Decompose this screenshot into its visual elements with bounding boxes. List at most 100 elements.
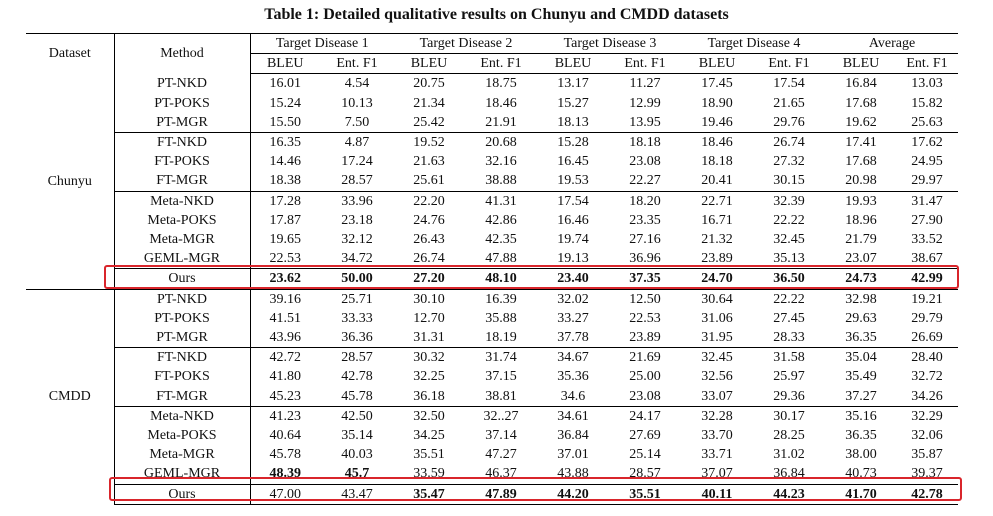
metric-value: 37.78	[557, 330, 589, 346]
metric-value: 37.14	[485, 428, 517, 444]
metric-value: 19.13	[557, 251, 589, 267]
metric-value: 4.54	[344, 76, 370, 92]
metric-value: 28.40	[896, 347, 958, 368]
metric-value: 21.32	[701, 232, 733, 248]
metric-value: 15.24	[249, 93, 320, 113]
metric-value: 35.47	[394, 483, 464, 505]
table-row: FT-POKS 14.46 17.24 21.63 32.16 16.45 23.08 18.…	[26, 152, 958, 172]
metric-value: 23.08	[629, 154, 661, 170]
metric-value: 18.96	[845, 212, 877, 228]
metric-header: Ent. F1	[752, 53, 826, 75]
metric-value: 36.35	[845, 330, 877, 346]
metric-value: 11.27	[629, 76, 661, 92]
metric-value: 19.93	[826, 190, 896, 211]
metric-value: 42.78	[896, 483, 958, 505]
metric-value: 16.46	[557, 212, 589, 228]
method-name: FT-MGR	[113, 171, 250, 192]
metric-value: 40.03	[341, 447, 373, 463]
metric-value: 26.43	[413, 232, 445, 248]
method-name: Meta-POKS	[113, 210, 250, 231]
metric-value: 25.63	[911, 114, 943, 130]
metric-value: 36.50	[752, 268, 826, 290]
metric-value: 29.63	[845, 310, 877, 326]
group-header: Target Disease 4	[682, 32, 826, 55]
metric-value: 15.27	[557, 95, 589, 111]
metric-value: 29.76	[773, 114, 805, 130]
metric-value: 33.71	[701, 447, 733, 463]
metric-value: 18.18	[608, 132, 682, 153]
metric-value: 34.67	[538, 347, 608, 368]
metric-value: 22.22	[773, 212, 805, 228]
table-row: PT-POKS 15.24 10.13 21.34 18.46 15.27 12.99 18.…	[26, 93, 958, 113]
metric-value: 31.58	[752, 347, 826, 368]
metric-value: 48.10	[464, 268, 538, 290]
method-name: FT-POKS	[113, 152, 250, 172]
table-row: Ours 47.00 43.47 35.47 47.89 44.20 35.51 40.11 4…	[26, 483, 958, 505]
metric-value: 30.17	[752, 405, 826, 427]
method-name: Meta-MGR	[113, 445, 250, 465]
metric-value: 32.29	[896, 405, 958, 427]
metric-value: 36.96	[629, 251, 661, 267]
group-header: Target Disease 3	[538, 32, 682, 55]
metric-value: 10.13	[341, 95, 373, 111]
metric-value: 17.54	[773, 76, 805, 92]
metric-value: 34.72	[341, 251, 373, 267]
metric-header: BLEU	[682, 53, 752, 75]
metric-value: 17.87	[249, 210, 320, 231]
metric-value: 24.70	[682, 268, 752, 290]
metric-value: 17.41	[826, 132, 896, 153]
metric-value: 34.26	[911, 388, 943, 404]
metric-value: 33.96	[320, 190, 394, 211]
metric-value: 22.20	[394, 190, 464, 211]
table-row: Meta-POKS 40.64 35.14 34.25 37.14 36.84 27.69 3…	[26, 426, 958, 446]
metric-value: 13.95	[629, 114, 661, 130]
metric-value: 39.37	[911, 466, 943, 482]
metric-value: 25.97	[773, 369, 805, 385]
metric-value: 18.20	[608, 190, 682, 211]
metric-value: 16.84	[845, 76, 877, 92]
metric-value: 25.00	[629, 369, 661, 385]
method-name: PT-POKS	[113, 308, 250, 329]
metric-value: 45.78	[341, 388, 373, 404]
metric-value: 24.17	[608, 405, 682, 427]
metric-value: 21.34	[413, 95, 445, 111]
metric-value: 32.25	[413, 369, 445, 385]
method-name: FT-NKD	[113, 347, 250, 368]
metric-value: 20.68	[464, 132, 538, 153]
metric-header: BLEU	[826, 53, 896, 75]
metric-value: 25.61	[413, 173, 445, 189]
metric-value: 17.28	[249, 190, 320, 211]
metric-value: 33.33	[341, 310, 373, 326]
method-name: PT-NKD	[113, 73, 250, 94]
metric-value: 23.40	[538, 268, 608, 290]
metric-value: 35.87	[911, 447, 943, 463]
table-row: Meta-NKD 17.28 33.96 22.20 41.31 17.54 18.20 22…	[26, 190, 958, 211]
metric-value: 24.76	[413, 212, 445, 228]
table-row: FT-MGR 18.38 28.57 25.61 38.88 19.53 22.27 20.4…	[26, 171, 958, 192]
method-name: GEML-MGR	[113, 249, 250, 269]
metric-value: 17.62	[896, 132, 958, 153]
metric-value: 32..27	[464, 405, 538, 427]
metric-value: 13.17	[557, 76, 589, 92]
metric-value: 31.02	[773, 447, 805, 463]
metric-value: 33.52	[911, 232, 943, 248]
metric-value: 21.69	[608, 347, 682, 368]
metric-value: 18.19	[485, 330, 517, 346]
metric-value: 32.39	[752, 190, 826, 211]
metric-value: 47.88	[485, 251, 517, 267]
metric-value: 21.79	[845, 232, 877, 248]
metric-value: 37.27	[845, 388, 877, 404]
results-table: Dataset Method Target Disease 1 Target D…	[26, 32, 958, 505]
metric-value: 47.27	[485, 447, 517, 463]
metric-value: 43.88	[557, 466, 589, 482]
metric-value: 28.25	[773, 428, 805, 444]
table-row: FT-POKS 41.80 42.78 32.25 37.15 35.36 25.00 32.…	[26, 367, 958, 387]
metric-value: 29.79	[911, 310, 943, 326]
metric-header: BLEU	[394, 53, 464, 75]
metric-value: 26.69	[911, 330, 943, 346]
metric-value: 17.45	[701, 76, 733, 92]
metric-value: 35.51	[413, 447, 445, 463]
metric-value: 18.75	[485, 76, 517, 92]
table-row: Meta-MGR 45.78 40.03 35.51 47.27 37.01 25.14 33…	[26, 445, 958, 465]
metric-value: 36.84	[557, 428, 589, 444]
